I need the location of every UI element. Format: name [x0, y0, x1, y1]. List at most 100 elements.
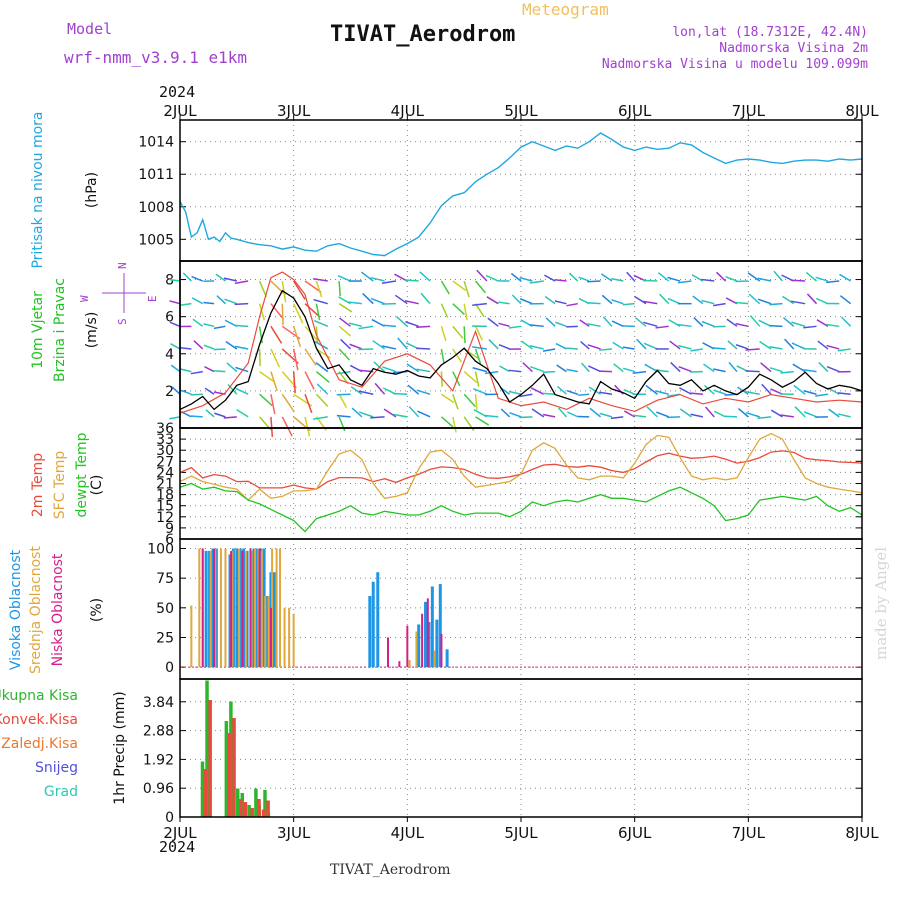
cloud-bar-low-12: [440, 633, 443, 668]
temp-ylabel-2m: 2m Temp: [30, 453, 46, 517]
wind-arrow-9: [180, 368, 192, 373]
wind-arrow-179: [463, 326, 466, 344]
wind-arrow-96: [313, 298, 328, 305]
precip-bar-conv-4: [239, 799, 243, 817]
cloud-bar-mid-24: [433, 650, 436, 668]
ytick-label-3-1: 25: [156, 630, 174, 646]
precip-legend-2: Zaledj.Kisa: [1, 736, 78, 752]
wind-arrow-154: [417, 410, 431, 418]
wind-arrow-135: [382, 366, 397, 373]
wind-arrow-380: [780, 370, 794, 374]
xtick-label-top-5: 7JUL: [732, 102, 766, 120]
wind-arrow-307: [657, 272, 670, 282]
wind-arrow-354: [735, 322, 749, 328]
cloud-bar-low-11: [426, 598, 429, 668]
wind-arrow-15: [190, 393, 203, 396]
cloud-ylabel-low: Niska Oblacnost: [50, 553, 66, 666]
wind-arrow-216: [510, 272, 522, 282]
ytick-label-2-10: 36: [156, 421, 174, 437]
wind-ylabel-1: 10m Vjetar: [30, 291, 46, 369]
cloud-bar-mid-21: [292, 613, 295, 668]
precip-bar-total-6: [247, 805, 251, 817]
wind-arrow-52: [258, 348, 261, 367]
ytick-label-1-0: 2: [165, 384, 174, 400]
wind-arrow-316: [679, 387, 692, 395]
temp-unit: (C): [89, 475, 105, 496]
wind-arrow-145: [394, 294, 408, 305]
wind-arrow-126: [370, 416, 385, 419]
wind-arrow-32: [213, 325, 226, 330]
sfc_temp-line: [179, 432, 863, 502]
wind-arrow-224: [531, 408, 545, 418]
wind-arrow-110: [338, 296, 351, 305]
cloud-bar-high-22: [427, 622, 431, 668]
wind-arrow-350: [737, 407, 749, 418]
wind-arrow-289: [632, 370, 647, 374]
wind-arrow-328: [691, 274, 704, 282]
ytick-label-4-1: 0.96: [143, 781, 174, 797]
wind-arrow-279: [610, 277, 624, 282]
wind-arrow-410: [826, 323, 840, 328]
wind-arrow-0: [169, 416, 181, 420]
cloud-bar-mid-1: [198, 548, 201, 668]
wind-arrow-373: [769, 367, 783, 373]
wind-arrow-272: [600, 273, 613, 282]
precip-bar-total-9: [263, 790, 267, 817]
wind-arrow-233: [542, 370, 556, 373]
wind-arrow-263: [587, 323, 601, 328]
wind-arrow-156: [416, 368, 431, 373]
wind-arrow-152: [404, 300, 419, 305]
wind-arrow-177: [463, 371, 478, 384]
precip-ylabel: 1hr Precip (mm): [112, 691, 128, 804]
wind-arrow-155: [416, 389, 431, 395]
wind-arrow-363: [747, 272, 761, 282]
wind-arrow-314: [667, 276, 681, 282]
wind-arrow-8: [180, 389, 192, 395]
wind-arrow-249: [566, 325, 578, 328]
wind-arrow-85: [315, 393, 329, 407]
lonlat-label: lon,lat (18.7312E, 42.4N): [672, 25, 868, 40]
wind-arrow-43: [235, 387, 249, 395]
wind-arrow-412: [826, 280, 840, 284]
ytick-label-2-7: 27: [156, 454, 174, 470]
wind-arrow-394: [803, 368, 817, 373]
model-elevation-label: Nadmorska Visina u modelu 109.099m: [601, 57, 868, 72]
wind-arrow-207: [498, 322, 510, 328]
precip-bar-total-0: [200, 761, 205, 817]
cloud-bar-high-10: [252, 548, 256, 668]
wind-arrow-111: [337, 275, 351, 282]
wind-arrow-276: [612, 341, 624, 350]
wind-arrow-124: [362, 292, 374, 305]
dewpoint-line: [179, 482, 863, 533]
wind-arrow-47: [234, 302, 249, 306]
wind-arrow-158: [416, 325, 431, 329]
cloud-bar-mid-11: [254, 548, 257, 668]
wind-arrow-76: [293, 280, 306, 300]
ytick-label-4-2: 1.92: [143, 752, 174, 768]
wind-arrow-297: [643, 342, 658, 350]
ytick-label-3-0: 0: [165, 660, 174, 676]
cloud-bar-high-6: [235, 548, 239, 668]
wind-arrow-10: [180, 347, 192, 350]
cloud-bar-mid-9: [244, 550, 247, 668]
wind-arrow-205: [499, 365, 510, 373]
cloud-bar-high-16: [272, 572, 276, 668]
wind-arrow-186: [474, 325, 483, 341]
cloud-bar-mid-5: [219, 548, 222, 668]
wind-arrow-19: [191, 297, 204, 305]
wind-arrow-17: [193, 340, 204, 350]
wind-arrow-311: [669, 340, 681, 350]
precip-bar-conv-2: [227, 733, 232, 817]
pressure-ylabel: Pritisak na nivou mora: [30, 111, 46, 268]
wind-arrow-3: [170, 343, 181, 350]
wind-arrow-302: [655, 390, 669, 395]
wind-arrow-343: [724, 415, 738, 418]
wind-arrow-200: [487, 317, 499, 327]
wind-arrow-83: [304, 280, 322, 294]
wind-arrow-212: [508, 369, 522, 373]
pressure-unit: (hPa): [84, 172, 100, 208]
wind-arrow-330: [703, 384, 715, 395]
wind-arrow-125: [360, 271, 374, 282]
wind-gust-line: [179, 271, 863, 414]
precip-bar-conv-1: [208, 700, 212, 817]
